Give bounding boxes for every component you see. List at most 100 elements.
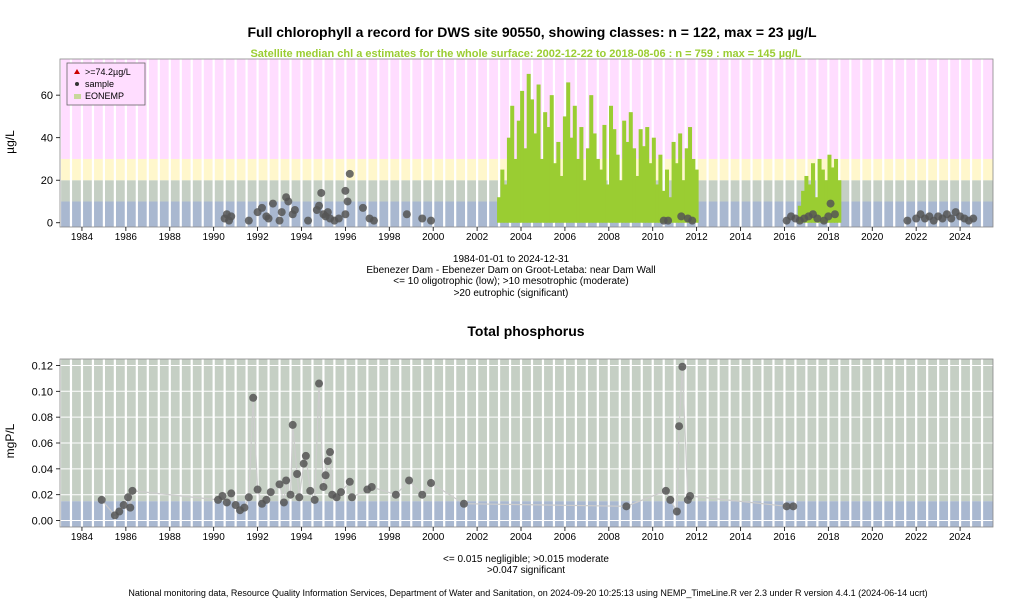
x-tick-label: 2022 xyxy=(905,532,928,543)
y-tick-label: 0 xyxy=(47,218,53,230)
data-point xyxy=(664,216,673,225)
chart2-xlabel-line2: >0.047 significant xyxy=(487,565,565,576)
data-point xyxy=(244,493,253,502)
satellite-bar xyxy=(612,129,617,223)
data-point xyxy=(115,507,124,516)
data-point xyxy=(672,507,681,516)
satellite-bar xyxy=(658,154,663,223)
satellite-bar xyxy=(837,180,842,223)
satellite-bar xyxy=(609,105,614,223)
x-tick-label: 1986 xyxy=(115,532,138,543)
satellite-bar xyxy=(668,197,673,223)
y-tick-label: 60 xyxy=(41,90,53,102)
data-point xyxy=(661,486,670,495)
chart2-plot-area: 1984 1986 1988 1990 1992 1994 1996 1998 2000 2002… xyxy=(32,358,994,543)
x-tick-label: 1988 xyxy=(159,232,182,243)
data-point xyxy=(347,493,356,502)
data-point xyxy=(310,495,319,504)
x-tick-label: 2002 xyxy=(466,232,489,243)
satellite-bar xyxy=(641,146,646,223)
x-tick-label: 1984 xyxy=(71,232,94,243)
satellite-bar xyxy=(582,180,587,223)
data-point xyxy=(244,216,253,225)
x-tick-label: 1984 xyxy=(71,532,94,543)
data-point xyxy=(345,169,354,178)
y-tick-label: 20 xyxy=(41,175,53,187)
satellite-bar xyxy=(622,120,627,223)
data-point xyxy=(240,503,249,512)
data-point xyxy=(969,214,978,223)
data-point xyxy=(622,502,631,511)
data-point xyxy=(367,482,376,491)
data-point xyxy=(315,201,324,210)
x-tick-label: 2020 xyxy=(861,532,884,543)
data-point xyxy=(253,485,262,494)
footer-credit: National monitoring data, Resource Quali… xyxy=(128,588,927,598)
chart1-ylabel: µg/L xyxy=(3,130,17,154)
data-point xyxy=(336,488,345,497)
satellite-bar xyxy=(797,205,802,223)
data-point xyxy=(343,197,352,206)
data-point xyxy=(459,499,468,508)
chart1-subtitle: Satellite median chl a estimates for the… xyxy=(250,48,801,60)
satellite-bar xyxy=(553,163,558,223)
data-point xyxy=(275,480,284,489)
satellite-bar xyxy=(830,167,835,223)
legend-dot-marker xyxy=(75,82,79,86)
data-point xyxy=(288,420,297,429)
satellite-bar xyxy=(556,141,561,223)
data-point xyxy=(315,379,324,388)
chart1-legend: >=74.2µg/L sample EONEMP xyxy=(66,62,146,106)
data-point xyxy=(222,498,231,507)
satellite-bar xyxy=(526,73,531,223)
x-tick-label: 2010 xyxy=(642,532,665,543)
x-tick-label: 1994 xyxy=(290,532,313,543)
satellite-bar xyxy=(539,158,544,223)
data-point xyxy=(266,488,275,497)
chart2-title: Total phosphorus xyxy=(467,323,584,339)
y-tick-label: 0.02 xyxy=(32,490,53,502)
satellite-bar xyxy=(529,99,534,223)
data-point xyxy=(688,216,697,225)
satellite-bar xyxy=(817,158,822,223)
data-point xyxy=(824,212,833,221)
band-negligible xyxy=(60,501,993,527)
data-point xyxy=(295,493,304,502)
chart1-xlabel-line2: Ebenezer Dam - Ebenezer Dam on Groot-Let… xyxy=(366,265,655,276)
satellite-bar xyxy=(824,180,829,223)
trend-line xyxy=(101,366,794,517)
x-tick-label: 1990 xyxy=(203,232,226,243)
y-tick-label: 0.10 xyxy=(32,386,53,398)
satellite-bar xyxy=(497,197,502,223)
data-point xyxy=(418,490,427,499)
satellite-bar xyxy=(661,190,666,223)
satellite-bar xyxy=(820,169,825,223)
data-point xyxy=(903,216,912,225)
data-point xyxy=(782,502,791,511)
satellite-bar xyxy=(510,105,515,223)
x-tick-label: 2006 xyxy=(554,532,577,543)
data-point xyxy=(124,493,133,502)
satellite-bar xyxy=(605,184,610,223)
y-tick-label: 40 xyxy=(41,133,53,145)
satellite-bar xyxy=(804,175,809,223)
satellite-bar xyxy=(585,148,590,223)
data-point xyxy=(306,486,315,495)
x-tick-label: 2024 xyxy=(949,532,972,543)
data-point xyxy=(257,203,266,212)
data-point xyxy=(826,199,835,208)
satellite-bar xyxy=(827,154,832,223)
data-point xyxy=(304,216,313,225)
satellite-bar xyxy=(569,137,574,223)
chart1-title: Full chlorophyll a record for DWS site 9… xyxy=(247,24,816,40)
x-tick-label: 1992 xyxy=(246,232,269,243)
data-point xyxy=(97,495,106,504)
legend-item-exceed: >=74.2µg/L xyxy=(85,67,131,77)
data-point xyxy=(227,489,236,498)
data-point xyxy=(358,203,367,212)
x-tick-label: 2000 xyxy=(422,232,445,243)
satellite-bar xyxy=(513,158,518,223)
satellite-bar xyxy=(651,137,656,223)
satellite-bar xyxy=(632,148,637,223)
x-tick-label: 2006 xyxy=(554,232,577,243)
